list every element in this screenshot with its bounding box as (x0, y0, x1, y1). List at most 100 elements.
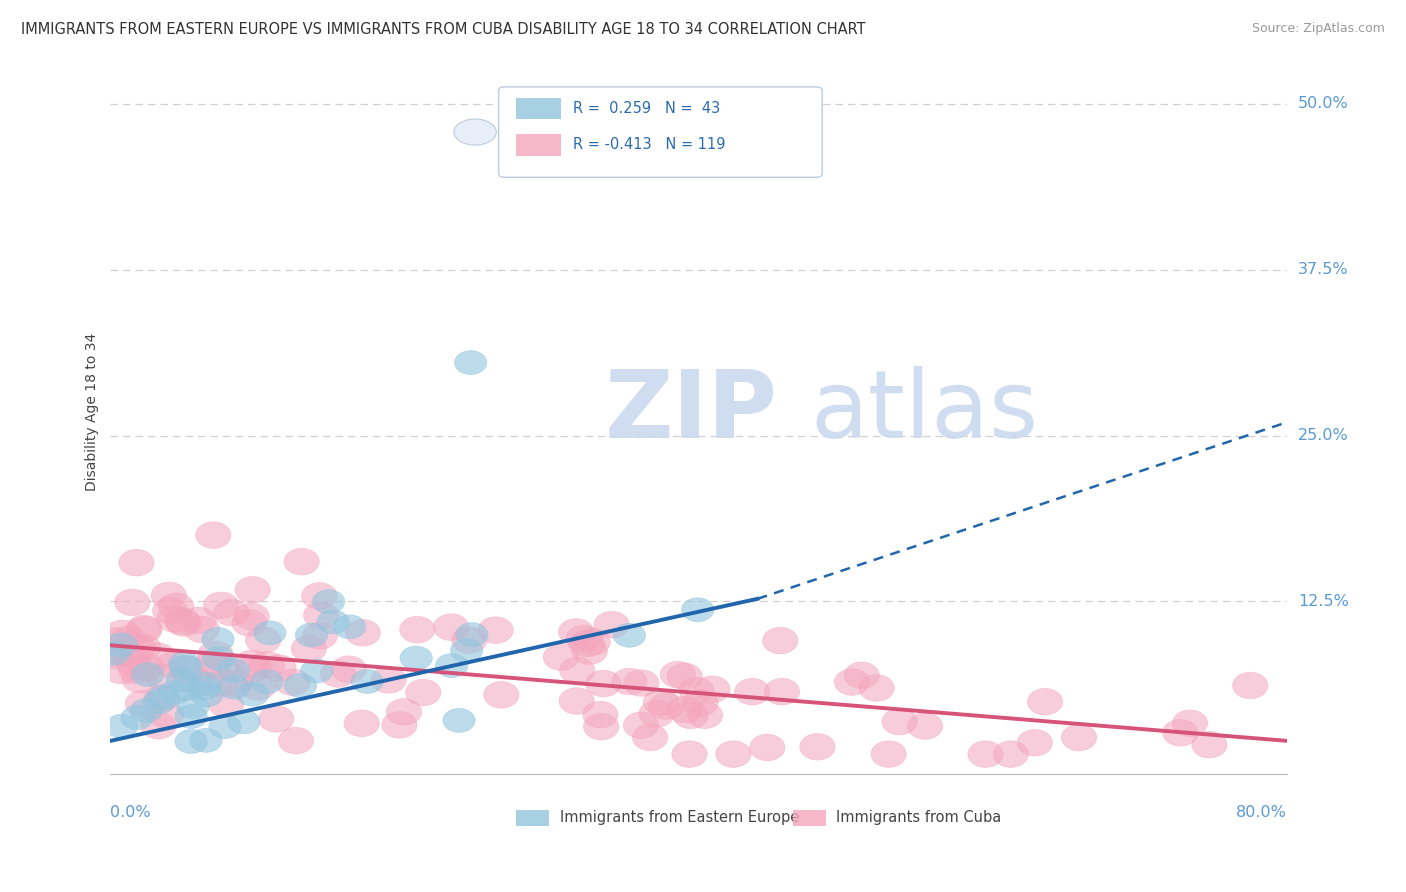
Ellipse shape (228, 710, 260, 734)
Ellipse shape (125, 690, 160, 717)
Ellipse shape (716, 741, 751, 767)
Ellipse shape (666, 697, 703, 723)
Ellipse shape (195, 522, 231, 549)
Bar (516, 810, 550, 826)
Ellipse shape (235, 576, 270, 603)
Ellipse shape (834, 669, 870, 696)
Ellipse shape (433, 614, 468, 640)
Ellipse shape (169, 656, 204, 682)
Ellipse shape (202, 627, 235, 651)
Ellipse shape (872, 741, 907, 767)
Ellipse shape (586, 670, 621, 697)
Ellipse shape (132, 663, 165, 687)
Ellipse shape (177, 695, 209, 719)
Ellipse shape (1192, 731, 1227, 758)
Ellipse shape (583, 701, 619, 728)
Ellipse shape (156, 606, 193, 632)
Ellipse shape (125, 634, 160, 661)
Ellipse shape (115, 589, 150, 615)
Text: 80.0%: 80.0% (1236, 805, 1286, 820)
Ellipse shape (166, 668, 198, 692)
Ellipse shape (236, 655, 271, 681)
Ellipse shape (105, 714, 138, 738)
Ellipse shape (170, 676, 202, 700)
Ellipse shape (284, 673, 316, 698)
Ellipse shape (232, 609, 267, 636)
Ellipse shape (800, 733, 835, 760)
Ellipse shape (371, 666, 406, 693)
Ellipse shape (165, 607, 200, 634)
Ellipse shape (190, 729, 222, 752)
Bar (516, 134, 561, 155)
Ellipse shape (246, 627, 281, 653)
Ellipse shape (169, 652, 201, 676)
Ellipse shape (301, 659, 333, 683)
Ellipse shape (104, 620, 139, 647)
Ellipse shape (188, 672, 221, 696)
Ellipse shape (304, 602, 339, 629)
Ellipse shape (149, 701, 184, 728)
Ellipse shape (382, 712, 418, 739)
Text: Immigrants from Cuba: Immigrants from Cuba (837, 810, 1001, 825)
Ellipse shape (250, 651, 285, 678)
Ellipse shape (543, 644, 578, 671)
Ellipse shape (187, 676, 219, 700)
Ellipse shape (436, 654, 468, 678)
Ellipse shape (145, 685, 180, 712)
Ellipse shape (478, 617, 513, 643)
Ellipse shape (352, 670, 384, 693)
Ellipse shape (218, 658, 250, 682)
Text: 0.0%: 0.0% (111, 805, 150, 820)
Ellipse shape (110, 626, 146, 652)
Ellipse shape (735, 678, 770, 705)
Ellipse shape (157, 681, 190, 705)
Ellipse shape (558, 619, 593, 645)
Ellipse shape (291, 635, 326, 662)
Ellipse shape (204, 592, 239, 618)
Ellipse shape (633, 724, 668, 751)
Ellipse shape (120, 634, 155, 661)
Ellipse shape (648, 693, 683, 719)
Text: 25.0%: 25.0% (1298, 428, 1348, 443)
Ellipse shape (443, 708, 475, 732)
Ellipse shape (1173, 710, 1208, 737)
Y-axis label: Disability Age 18 to 34: Disability Age 18 to 34 (86, 334, 100, 491)
Ellipse shape (450, 639, 482, 663)
Ellipse shape (762, 627, 799, 654)
Ellipse shape (143, 690, 176, 714)
Ellipse shape (121, 706, 153, 730)
Ellipse shape (235, 650, 270, 677)
Ellipse shape (644, 689, 679, 715)
Ellipse shape (695, 676, 730, 703)
Text: 37.5%: 37.5% (1298, 262, 1348, 277)
Ellipse shape (146, 664, 181, 690)
Ellipse shape (451, 627, 486, 653)
Ellipse shape (191, 683, 224, 706)
Ellipse shape (127, 616, 162, 643)
Ellipse shape (321, 661, 356, 687)
Ellipse shape (1233, 673, 1268, 698)
Text: 50.0%: 50.0% (1298, 96, 1348, 112)
Ellipse shape (259, 706, 294, 732)
Ellipse shape (399, 646, 432, 670)
Ellipse shape (218, 675, 250, 699)
Ellipse shape (454, 351, 486, 375)
Ellipse shape (276, 669, 311, 696)
Ellipse shape (560, 688, 595, 714)
Ellipse shape (612, 668, 647, 695)
Ellipse shape (484, 681, 519, 708)
Ellipse shape (638, 700, 675, 727)
Ellipse shape (344, 710, 380, 737)
Bar (793, 810, 825, 826)
Ellipse shape (181, 607, 217, 633)
Ellipse shape (295, 624, 328, 647)
Ellipse shape (569, 631, 605, 657)
Ellipse shape (152, 598, 188, 624)
Ellipse shape (302, 623, 337, 649)
Ellipse shape (260, 655, 297, 681)
Ellipse shape (623, 712, 658, 739)
Ellipse shape (1028, 689, 1063, 715)
Ellipse shape (344, 620, 381, 646)
Ellipse shape (250, 670, 283, 694)
Text: 12.5%: 12.5% (1298, 594, 1348, 609)
